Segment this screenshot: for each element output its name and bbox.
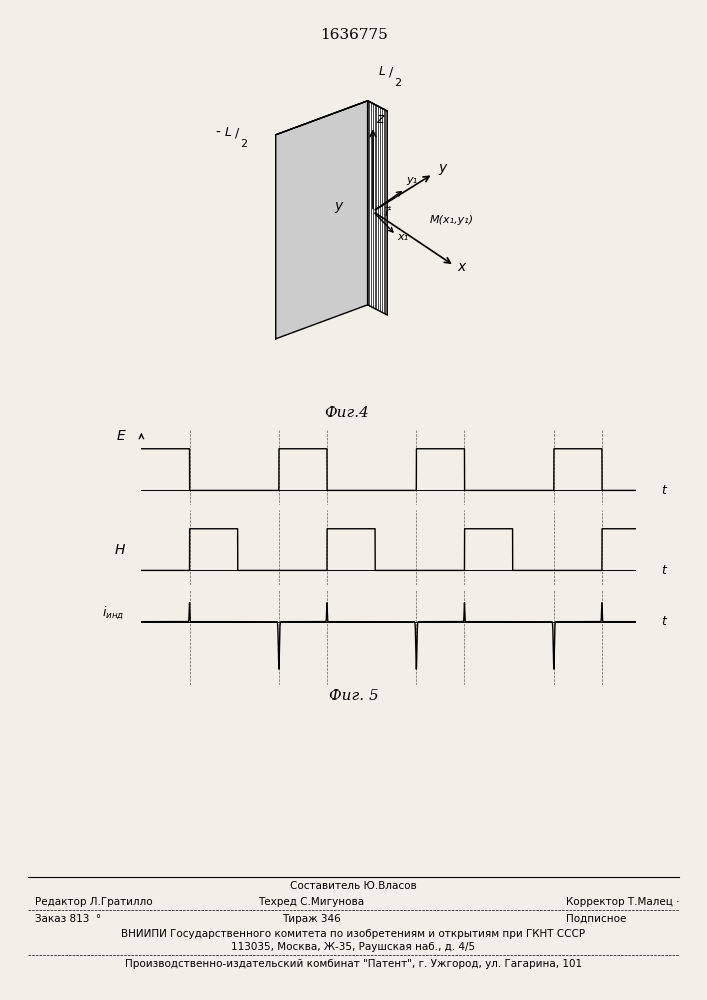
Text: t: t bbox=[661, 615, 666, 628]
Text: -: - bbox=[216, 125, 221, 139]
Text: y: y bbox=[438, 161, 447, 175]
Polygon shape bbox=[276, 101, 387, 135]
Text: Фиг.4: Фиг.4 bbox=[324, 406, 369, 420]
Text: 113035, Москва, Ж-35, Раушская наб., д. 4/5: 113035, Москва, Ж-35, Раушская наб., д. … bbox=[231, 942, 476, 952]
Text: $i_{инд}$: $i_{инд}$ bbox=[103, 604, 125, 621]
Text: E: E bbox=[116, 429, 125, 443]
Text: L: L bbox=[378, 65, 385, 78]
Text: Производственно-издательский комбинат "Патент", г. Ужгород, ул. Гагарина, 101: Производственно-издательский комбинат "П… bbox=[125, 959, 582, 969]
Text: Корректор Т.Малец ·: Корректор Т.Малец · bbox=[566, 897, 679, 907]
Text: Редактор Л.Гратилло: Редактор Л.Гратилло bbox=[35, 897, 153, 907]
Text: /: / bbox=[389, 65, 393, 78]
Text: Техред С.Мигунова: Техред С.Мигунова bbox=[258, 897, 364, 907]
Text: /: / bbox=[235, 126, 240, 139]
Text: z: z bbox=[377, 112, 384, 126]
Polygon shape bbox=[368, 101, 387, 315]
Text: 1636775: 1636775 bbox=[320, 28, 387, 42]
Text: x: x bbox=[458, 260, 466, 274]
Text: Составитель Ю.Власов: Составитель Ю.Власов bbox=[290, 881, 417, 891]
Text: L: L bbox=[225, 126, 231, 139]
Text: H: H bbox=[115, 543, 125, 557]
Text: Подписное: Подписное bbox=[566, 914, 626, 924]
Text: y₁: y₁ bbox=[407, 175, 418, 185]
Text: t: t bbox=[661, 484, 666, 497]
Polygon shape bbox=[276, 101, 368, 339]
Text: r⃗: r⃗ bbox=[385, 206, 390, 219]
Text: x₁: x₁ bbox=[397, 232, 408, 242]
Text: Заказ 813  °: Заказ 813 ° bbox=[35, 914, 102, 924]
Text: 2: 2 bbox=[240, 139, 247, 149]
Text: t: t bbox=[661, 564, 666, 577]
Text: 2: 2 bbox=[395, 78, 402, 88]
Text: M(x₁,y₁): M(x₁,y₁) bbox=[430, 215, 474, 225]
Text: Фиг. 5: Фиг. 5 bbox=[329, 689, 378, 703]
Text: y: y bbox=[334, 199, 342, 213]
Text: ВНИИПИ Государственного комитета по изобретениям и открытиям при ГКНТ СССР: ВНИИПИ Государственного комитета по изоб… bbox=[122, 929, 585, 939]
Text: Тираж 346: Тираж 346 bbox=[281, 914, 341, 924]
